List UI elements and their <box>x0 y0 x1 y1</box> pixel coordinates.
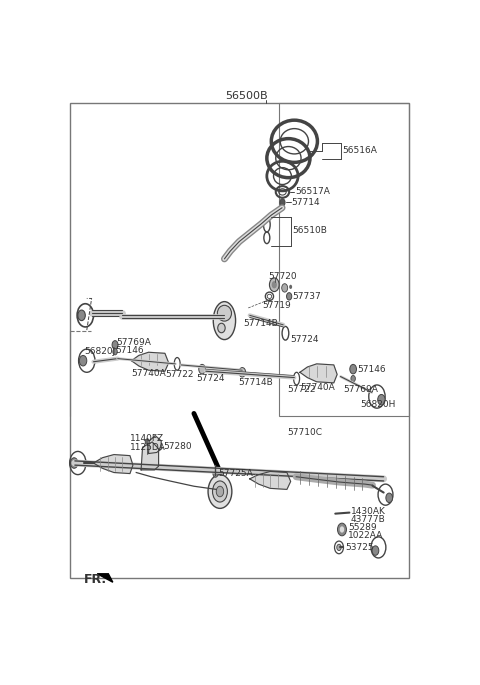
Ellipse shape <box>218 323 225 333</box>
Circle shape <box>350 364 357 374</box>
Text: 57146: 57146 <box>358 364 386 373</box>
Text: 1125DA: 1125DA <box>130 443 166 451</box>
Text: 56510B: 56510B <box>292 227 327 236</box>
Text: 57722: 57722 <box>287 385 315 394</box>
Text: 57740A: 57740A <box>132 369 166 378</box>
Circle shape <box>372 546 379 556</box>
Text: 57710C: 57710C <box>287 428 322 438</box>
Polygon shape <box>132 352 168 371</box>
Circle shape <box>351 375 355 382</box>
Text: 57714: 57714 <box>291 198 320 207</box>
Circle shape <box>113 349 117 355</box>
Circle shape <box>340 526 344 533</box>
Circle shape <box>239 368 246 377</box>
Text: 53725: 53725 <box>346 543 374 552</box>
Circle shape <box>112 340 118 349</box>
Text: 57722: 57722 <box>165 370 194 379</box>
Circle shape <box>337 545 341 551</box>
Circle shape <box>289 285 292 289</box>
Text: 43777B: 43777B <box>351 516 385 525</box>
Text: 56500B: 56500B <box>225 91 267 101</box>
Circle shape <box>213 481 228 502</box>
Text: 56820J: 56820J <box>84 347 115 356</box>
Circle shape <box>337 523 347 536</box>
Text: 57719: 57719 <box>263 301 291 310</box>
Text: 57769A: 57769A <box>116 338 151 347</box>
Text: 57725A: 57725A <box>218 469 253 478</box>
Polygon shape <box>97 574 113 582</box>
Text: 57740A: 57740A <box>300 382 335 392</box>
Bar <box>279 103 409 416</box>
Circle shape <box>71 458 78 469</box>
Circle shape <box>216 486 224 497</box>
Circle shape <box>78 310 85 321</box>
Circle shape <box>378 395 385 405</box>
Circle shape <box>386 493 393 503</box>
Polygon shape <box>300 364 337 383</box>
Text: 1022AA: 1022AA <box>348 532 384 540</box>
Circle shape <box>287 292 292 300</box>
Text: 57724: 57724 <box>196 374 225 383</box>
Polygon shape <box>141 442 158 470</box>
Polygon shape <box>148 436 161 453</box>
Circle shape <box>199 364 205 374</box>
Text: 56820H: 56820H <box>360 401 395 410</box>
Polygon shape <box>250 471 290 489</box>
Circle shape <box>145 439 150 445</box>
Circle shape <box>280 199 285 206</box>
Text: 57769A: 57769A <box>344 385 378 394</box>
Ellipse shape <box>213 301 236 340</box>
Text: 57714B: 57714B <box>243 319 278 328</box>
Text: 57720: 57720 <box>268 272 297 281</box>
Circle shape <box>213 470 218 477</box>
Circle shape <box>79 356 87 366</box>
Text: 56516A: 56516A <box>342 147 377 155</box>
Circle shape <box>269 278 279 292</box>
Text: 55289: 55289 <box>348 523 377 532</box>
Text: 56517A: 56517A <box>295 188 330 197</box>
Text: FR.: FR. <box>84 573 108 586</box>
Circle shape <box>272 281 277 288</box>
Text: 57737: 57737 <box>292 292 321 301</box>
Circle shape <box>282 284 288 292</box>
Text: 1430AK: 1430AK <box>351 507 386 516</box>
Circle shape <box>208 475 232 508</box>
Text: 57146: 57146 <box>115 346 144 355</box>
Text: 1140FZ: 1140FZ <box>130 434 164 443</box>
Text: 57724: 57724 <box>290 335 318 344</box>
Ellipse shape <box>217 306 231 321</box>
Text: 57280: 57280 <box>163 442 192 451</box>
Text: 57714B: 57714B <box>239 378 273 387</box>
Polygon shape <box>94 455 133 473</box>
